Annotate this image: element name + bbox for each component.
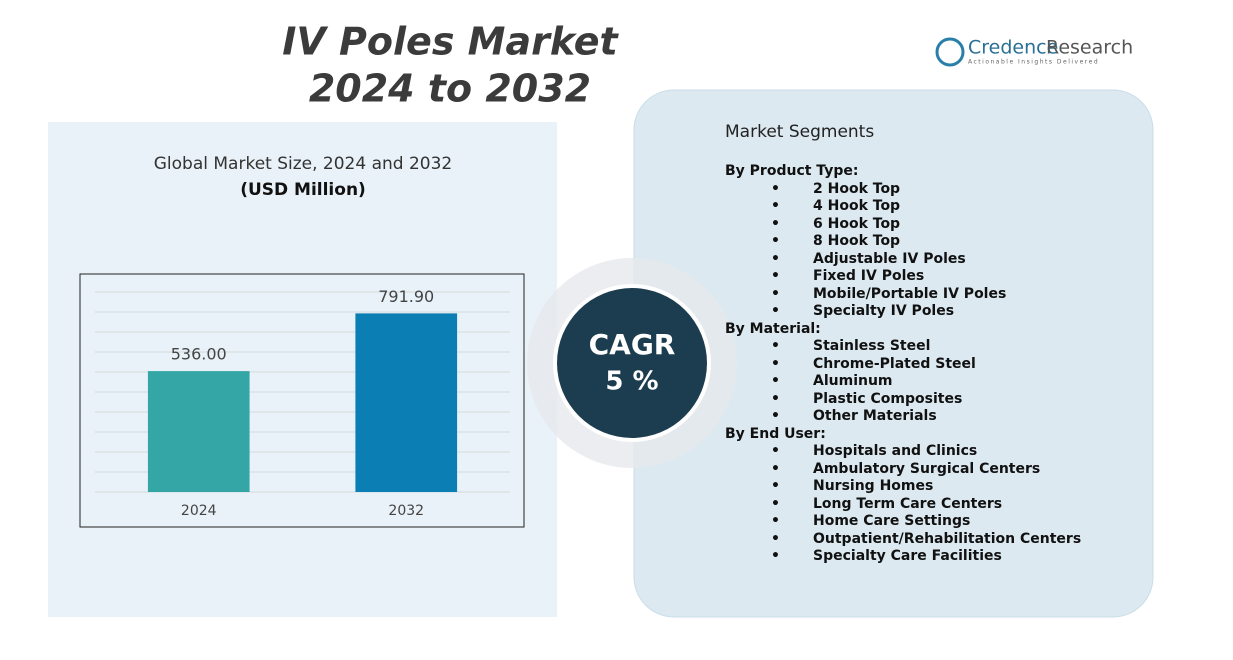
x-tick-label: 2024 bbox=[181, 503, 217, 519]
segment-item: Plastic Composites bbox=[725, 391, 1081, 409]
segment-item: 8 Hook Top bbox=[725, 233, 1081, 251]
segment-item: Home Care Settings bbox=[725, 513, 1081, 531]
segment-item: 2 Hook Top bbox=[725, 181, 1081, 199]
brand-name: Credence bbox=[968, 37, 1058, 59]
cagr-circle bbox=[557, 288, 707, 438]
cagr-value: 5 % bbox=[605, 367, 658, 397]
left-panel bbox=[48, 122, 557, 617]
segment-item: 6 Hook Top bbox=[725, 216, 1081, 234]
segment-group: By End User: bbox=[725, 425, 826, 442]
segment-item: Chrome-Plated Steel bbox=[725, 356, 1081, 374]
segments-list: By Product Type: 2 Hook Top4 Hook Top6 Ho… bbox=[725, 163, 1081, 566]
bar bbox=[355, 313, 458, 492]
segment-group: By Product Type: bbox=[725, 163, 859, 179]
segment-item: Specialty Care Facilities bbox=[725, 548, 1081, 566]
segment-item: Hospitals and Clinics bbox=[725, 443, 1081, 461]
segment-item: Long Term Care Centers bbox=[725, 496, 1081, 514]
segment-item: Fixed IV Poles bbox=[725, 268, 1081, 286]
segment-items: Stainless SteelChrome-Plated SteelAlumin… bbox=[725, 338, 1081, 426]
segment-item: Stainless Steel bbox=[725, 338, 1081, 356]
title: IV Poles Market bbox=[282, 20, 619, 64]
chart-title: Global Market Size, 2024 and 2032 bbox=[154, 154, 453, 174]
segment-item: Outpatient/Rehabilitation Centers bbox=[725, 531, 1081, 549]
segment-item: Mobile/Portable IV Poles bbox=[725, 286, 1081, 304]
brand-name: Research bbox=[1046, 37, 1133, 59]
value-label: 536.00 bbox=[171, 345, 227, 364]
bar bbox=[147, 371, 250, 492]
segment-group: By Material: bbox=[725, 320, 821, 337]
logo-icon bbox=[935, 37, 965, 67]
title: 2024 to 2032 bbox=[309, 67, 591, 111]
segment-item: Aluminum bbox=[725, 373, 1081, 391]
segment-item: Ambulatory Surgical Centers bbox=[725, 461, 1081, 479]
chart-subtitle: (USD Million) bbox=[240, 180, 366, 200]
value-label: 791.90 bbox=[378, 287, 434, 306]
segment-items: 2 Hook Top4 Hook Top6 Hook Top8 Hook Top… bbox=[725, 181, 1081, 321]
cagr-label: CAGR bbox=[589, 328, 676, 361]
segments-heading: Market Segments bbox=[725, 122, 874, 142]
segment-item: Specialty IV Poles bbox=[725, 303, 1081, 321]
segment-item: Adjustable IV Poles bbox=[725, 251, 1081, 269]
segment-items: Hospitals and ClinicsAmbulatory Surgical… bbox=[725, 443, 1081, 566]
brand-tagline: Actionable Insights Delivered bbox=[968, 59, 1099, 66]
segment-item: Nursing Homes bbox=[725, 478, 1081, 496]
x-tick-label: 2032 bbox=[388, 503, 424, 519]
segment-item: Other Materials bbox=[725, 408, 1081, 426]
logo: Credence Research Actionable Insights De… bbox=[935, 37, 1133, 67]
chart-frame bbox=[79, 273, 525, 528]
segment-item: 4 Hook Top bbox=[725, 198, 1081, 216]
